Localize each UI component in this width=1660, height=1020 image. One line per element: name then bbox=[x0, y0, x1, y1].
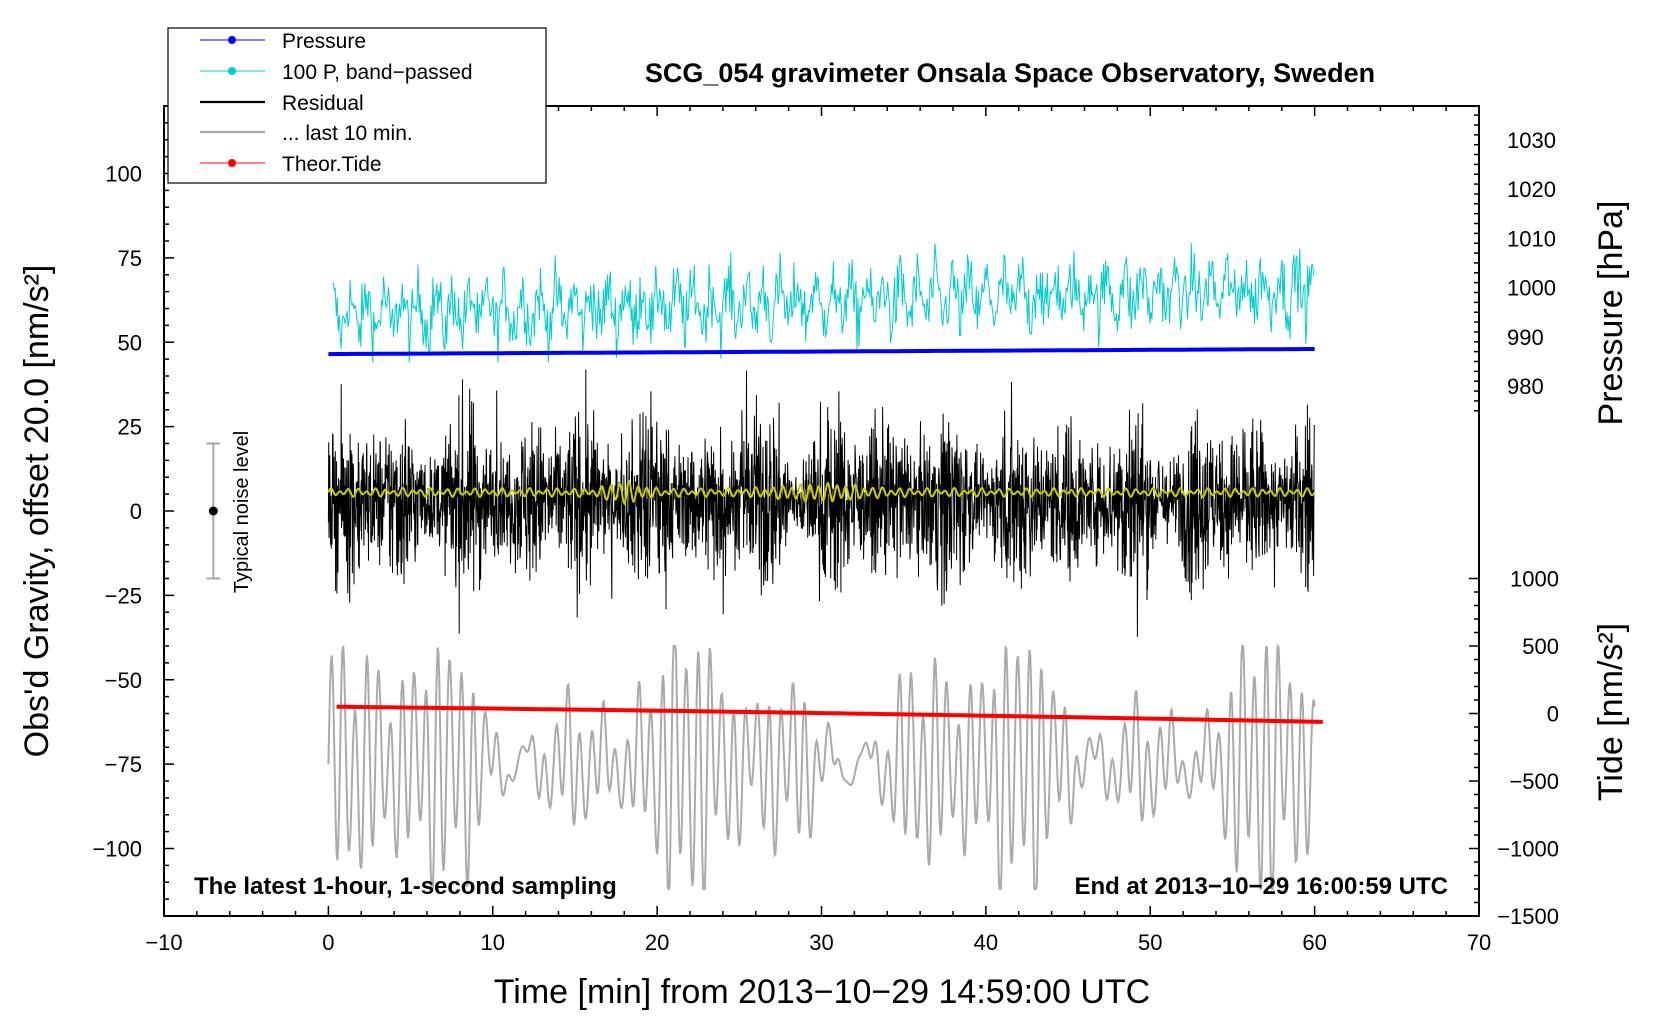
chart-title: SCG_054 gravimeter Onsala Space Observat… bbox=[645, 58, 1375, 88]
tide-tick-label: 500 bbox=[1522, 634, 1559, 659]
pressure-tick-label: 1020 bbox=[1507, 177, 1556, 202]
legend-items bbox=[200, 36, 265, 167]
left-tick-label: 0 bbox=[130, 499, 142, 524]
left-tick-label: 25 bbox=[118, 415, 142, 440]
left-tick-label: 100 bbox=[105, 162, 142, 187]
x-tick-label: 40 bbox=[974, 930, 998, 955]
x-axis-title: Time [min] from 2013−10−29 14:59:00 UTC bbox=[494, 973, 1150, 1011]
x-tick-label: −10 bbox=[145, 930, 182, 955]
legend-swatch-marker bbox=[228, 67, 236, 75]
pressure-tick-label: 990 bbox=[1507, 325, 1544, 350]
tide-tick-label: 0 bbox=[1547, 702, 1559, 727]
legend-label-last-10-min: ... last 10 min. bbox=[282, 122, 413, 145]
legend: Pressure 100 P, band−passed Residual ...… bbox=[167, 27, 547, 184]
series-theoretical-tide-line bbox=[336, 704, 1323, 724]
pressure-tick-label: 1030 bbox=[1507, 128, 1556, 153]
left-axis-ticks: 100 75 50 25 0 −25 −50 −75 −100 bbox=[92, 122, 174, 900]
noise-bar-center-dot bbox=[208, 506, 218, 516]
x-tick-label: 0 bbox=[322, 930, 334, 955]
legend-box bbox=[167, 27, 547, 184]
tide-axis-title: Tide [nm/s²] bbox=[1592, 623, 1630, 801]
tide-tick-label: −1500 bbox=[1497, 904, 1559, 929]
series-low-passed-residual-line bbox=[327, 479, 1316, 506]
left-tick-label: −75 bbox=[105, 752, 142, 777]
left-tick-label: −100 bbox=[92, 837, 142, 862]
series-pressure-line bbox=[328, 347, 1315, 357]
legend-label-band-passed: 100 P, band−passed bbox=[282, 61, 473, 84]
left-tick-label: 50 bbox=[118, 330, 142, 355]
left-axis-title: Obs'd Gravity, offset 20.0 [nm/s²] bbox=[18, 265, 56, 758]
legend-swatch-marker bbox=[228, 159, 236, 167]
x-tick-label: 30 bbox=[809, 930, 833, 955]
series-band-passed-pressure-line bbox=[332, 243, 1315, 363]
pressure-tick-label: 1010 bbox=[1507, 226, 1556, 251]
tide-tick-label: −1000 bbox=[1497, 837, 1559, 862]
left-tick-label: −25 bbox=[105, 583, 142, 608]
annotation-sampling: The latest 1-hour, 1-second sampling bbox=[194, 873, 617, 900]
x-tick-label: 60 bbox=[1302, 930, 1326, 955]
pressure-tick-label: 1000 bbox=[1507, 276, 1556, 301]
legend-label-pressure: Pressure bbox=[282, 30, 366, 53]
series-layer bbox=[327, 243, 1323, 892]
x-tick-label: 10 bbox=[481, 930, 505, 955]
series-residual-line bbox=[327, 369, 1315, 637]
left-tick-label: 75 bbox=[118, 246, 142, 271]
pressure-axis-title: Pressure [hPa] bbox=[1592, 201, 1630, 426]
noise-level-indicator bbox=[206, 442, 221, 580]
annotation-end-time: End at 2013−10−29 16:00:59 UTC bbox=[1074, 873, 1448, 900]
x-tick-label: 70 bbox=[1467, 930, 1491, 955]
right-axis-ticks: 1030 1020 1010 1000 990 980 1000 500 0 −500 −1000 −… bbox=[1469, 114, 1559, 929]
legend-swatch-marker bbox=[228, 36, 236, 44]
legend-label-residual: Residual bbox=[282, 92, 364, 115]
left-tick-label: −50 bbox=[105, 668, 142, 693]
series-last-10-min-line bbox=[327, 643, 1316, 892]
pressure-tick-label: 980 bbox=[1507, 374, 1544, 399]
noise-level-label: Typical noise level bbox=[231, 431, 253, 593]
legend-label-theor-tide: Theor.Tide bbox=[282, 153, 382, 176]
tide-tick-label: 1000 bbox=[1510, 567, 1559, 592]
tide-tick-label: −500 bbox=[1509, 769, 1559, 794]
x-tick-label: 20 bbox=[645, 930, 669, 955]
x-tick-label: 50 bbox=[1138, 930, 1162, 955]
